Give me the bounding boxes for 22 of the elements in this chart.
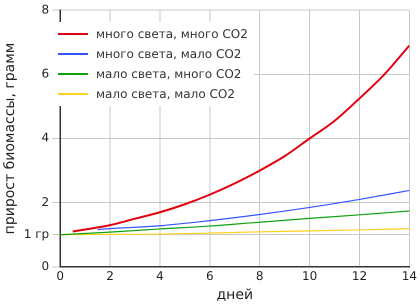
x-axis-title: дней	[216, 287, 254, 304]
y-tick-label: 1 гр	[24, 226, 50, 241]
x-tick-label: 8	[256, 269, 264, 284]
legend-label: много света, мало CO2	[96, 46, 242, 63]
y-tick-label: 2	[42, 194, 50, 209]
line-series	[72, 44, 410, 233]
y-tick-label: 4	[42, 130, 50, 145]
legend-label: мало света, мало CO2	[96, 86, 235, 103]
x-tick-label: 2	[106, 269, 114, 284]
x-tick-label: 6	[206, 269, 214, 284]
y-axis-title: прирост биомассы, грамм	[2, 42, 18, 234]
x-tick-label: 10	[302, 269, 318, 284]
x-tick-label: 4	[156, 269, 164, 284]
y-tick-label: 6	[42, 66, 50, 80]
y-tick-label: 0	[42, 258, 50, 273]
y-tick-label: 8	[42, 2, 50, 16]
legend-label: много света, много CO2	[96, 26, 248, 43]
legend-label: мало света, много CO2	[96, 66, 242, 83]
x-tick-label: 0	[56, 269, 64, 284]
x-tick-label: 12	[352, 269, 368, 284]
x-tick-label: 14	[402, 269, 418, 284]
line-series	[96, 190, 410, 230]
